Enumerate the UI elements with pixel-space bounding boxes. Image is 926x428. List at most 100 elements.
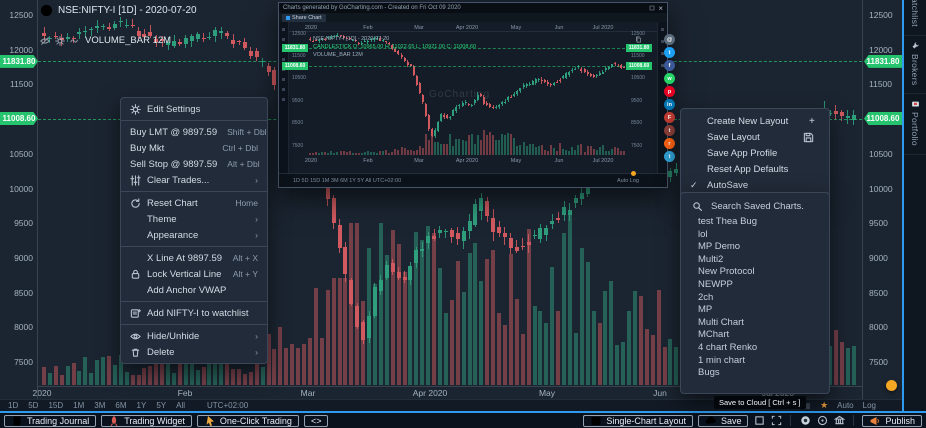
share-reddit-icon[interactable]: r	[664, 138, 675, 149]
footer-button-save[interactable]: Save	[697, 414, 749, 427]
saved-chart-item[interactable]: 2ch	[698, 291, 714, 303]
floating-action-dot[interactable]	[886, 380, 897, 391]
context-menu-item[interactable]: Reset Chart Home	[121, 195, 267, 211]
timeframe-button[interactable]: 15D	[48, 401, 64, 410]
context-menu-item[interactable]: Buy Mkt Ctrl + Dbl	[121, 140, 267, 156]
timezone-label[interactable]: UTC+02:00	[207, 401, 249, 410]
candle-wick	[120, 17, 121, 28]
timeframe-button[interactable]: All	[176, 401, 186, 410]
share-flipboard-icon[interactable]: F	[664, 112, 675, 123]
timeframe-button[interactable]: 5Y	[156, 401, 167, 410]
timeframe-button[interactable]: 5D	[28, 401, 39, 410]
candle-body	[154, 38, 159, 42]
right-price-axis[interactable]: 12500 12000 11500 10500 10000 9500 9000 8500 800…	[862, 0, 902, 399]
candle-wick	[203, 33, 204, 42]
popup-title-bar[interactable]: Charts generated by GoCharting.com - Cre…	[279, 3, 667, 13]
candle-body	[550, 220, 555, 225]
fullscreen-icon[interactable]	[770, 415, 782, 427]
layout-menu-item[interactable]: Reset App Defaults	[681, 161, 829, 177]
candle-body	[488, 104, 491, 108]
candle-wick	[55, 31, 56, 39]
footer-button-one-click-trading[interactable]: One-Click Trading	[196, 414, 299, 427]
saved-chart-item[interactable]: Bugs	[698, 367, 720, 379]
favorite-star-icon[interactable]: ★	[820, 400, 829, 410]
share-telegram-icon[interactable]: t	[664, 151, 675, 162]
square-icon[interactable]	[753, 415, 765, 427]
footer-button[interactable]: <>	[303, 414, 329, 427]
price-tick: 12500	[9, 10, 33, 20]
context-menu-item[interactable]: Appearance ›	[121, 227, 267, 243]
gear-icon[interactable]	[55, 35, 65, 46]
footer-button-trading-journal[interactable]: Trading Journal	[4, 414, 97, 427]
footer-button-publish[interactable]: Publish	[862, 414, 922, 427]
screenshot-icon[interactable]	[799, 415, 811, 427]
timeframe-button[interactable]: 1M	[73, 401, 85, 410]
volume-bar	[528, 144, 531, 155]
sidebar-tab-brokers[interactable]: Brokers	[904, 36, 926, 95]
tab-share-chart[interactable]: Share Chart	[282, 13, 326, 22]
saved-chart-item[interactable]: Multi2	[698, 253, 724, 265]
timeframe-button[interactable]: 1Y	[136, 401, 147, 410]
timeframe-button[interactable]: 3M	[94, 401, 106, 410]
share-pinterest-icon[interactable]: p	[664, 86, 675, 97]
context-menu-item[interactable]: Lock Vertical Line Alt + Y	[121, 266, 267, 282]
context-menu-item[interactable]: X Line At 9897.59 Alt + X	[121, 250, 267, 266]
saved-chart-item[interactable]: NEWPP	[698, 278, 733, 290]
saved-chart-item[interactable]: Multi Chart	[698, 316, 744, 328]
context-menu-item[interactable]: Buy LMT @ 9897.59 Shift + Dbl	[121, 124, 267, 140]
saved-chart-item[interactable]: 4 chart Renko	[698, 341, 758, 353]
candle-body	[385, 41, 388, 43]
timeframe-button[interactable]: 6M	[115, 401, 127, 410]
share-linkedin-icon[interactable]: in	[664, 99, 675, 110]
saved-chart-item[interactable]: test Thea Bug	[698, 216, 757, 227]
timeframe-button[interactable]: 1D	[8, 401, 19, 410]
expand-icon[interactable]	[649, 5, 655, 11]
saved-charts-search[interactable]: Search Saved Charts.	[681, 195, 829, 216]
left-price-axis[interactable]: 12500 12000 11500 10500 10000 9500 9000 8500 800…	[0, 0, 38, 399]
share-facebook-icon[interactable]: f	[664, 60, 675, 71]
eye-off-icon[interactable]	[40, 36, 50, 46]
share-email-icon[interactable]: @	[664, 34, 675, 45]
close-icon[interactable]: ×	[658, 3, 663, 13]
saved-chart-item[interactable]: MP Demo	[698, 241, 741, 253]
auto-scale-toggle[interactable]: Auto	[837, 401, 854, 410]
candle-wick	[522, 238, 523, 250]
layout-menu-item[interactable]: Save App Profile	[681, 145, 829, 161]
candle-wick	[316, 38, 317, 42]
popup-right-tabstrip[interactable]	[657, 22, 667, 173]
volume-bar	[580, 144, 583, 155]
sidebar-tab-watchlist[interactable]: Watchlist	[904, 0, 926, 36]
context-menu-item[interactable]: Clear Trades... ›	[121, 172, 267, 188]
bank-icon[interactable]	[833, 415, 845, 427]
share-twitter-icon[interactable]: t	[664, 47, 675, 58]
volume-bar	[321, 152, 324, 155]
target-icon[interactable]	[816, 415, 828, 427]
share-whatsapp-icon[interactable]: w	[664, 73, 675, 84]
saved-chart-item[interactable]: New Protocol	[698, 266, 755, 278]
context-menu-item[interactable]: Add Anchor VWAP	[121, 282, 267, 298]
saved-chart-item[interactable]: MP	[698, 304, 713, 316]
layout-menu-item[interactable]: ✓ AutoSave	[681, 177, 829, 193]
sidebar-tab-portfolio[interactable]: Portfolio	[904, 94, 926, 156]
saved-chart-item[interactable]: 1 min chart	[698, 354, 745, 366]
log-scale-toggle[interactable]: Log	[862, 401, 876, 410]
context-menu-item[interactable]: Hide/Unhide ›	[121, 328, 267, 344]
saved-chart-item[interactable]: MChart	[698, 329, 730, 341]
share-tumblr-icon[interactable]: t	[664, 125, 675, 136]
footer-button-trading-widget[interactable]: Trading Widget	[101, 414, 192, 427]
menu-divider	[121, 301, 267, 302]
zoom-icon[interactable]	[40, 4, 53, 17]
footer-button-single-chart-layout[interactable]: Single-Chart Layout	[583, 414, 693, 427]
context-menu-item[interactable]: Delete ›	[121, 344, 267, 360]
saved-chart-item[interactable]: lol	[698, 228, 708, 240]
grid-icon[interactable]	[803, 402, 811, 410]
footer-button-label: Save	[720, 415, 742, 426]
context-menu-item[interactable]: Add NIFTY-I to watchlist	[121, 305, 267, 321]
layout-menu-item[interactable]: Create New Layout +	[681, 113, 829, 129]
context-menu-item[interactable]: Theme ›	[121, 211, 267, 227]
copy-icon[interactable]	[635, 36, 642, 43]
layout-menu-item[interactable]: Save Layout	[681, 129, 829, 145]
context-menu-item[interactable]: Sell Stop @ 9897.59 Alt + Dbl	[121, 156, 267, 172]
context-menu-item[interactable]: Edit Settings	[121, 101, 267, 117]
